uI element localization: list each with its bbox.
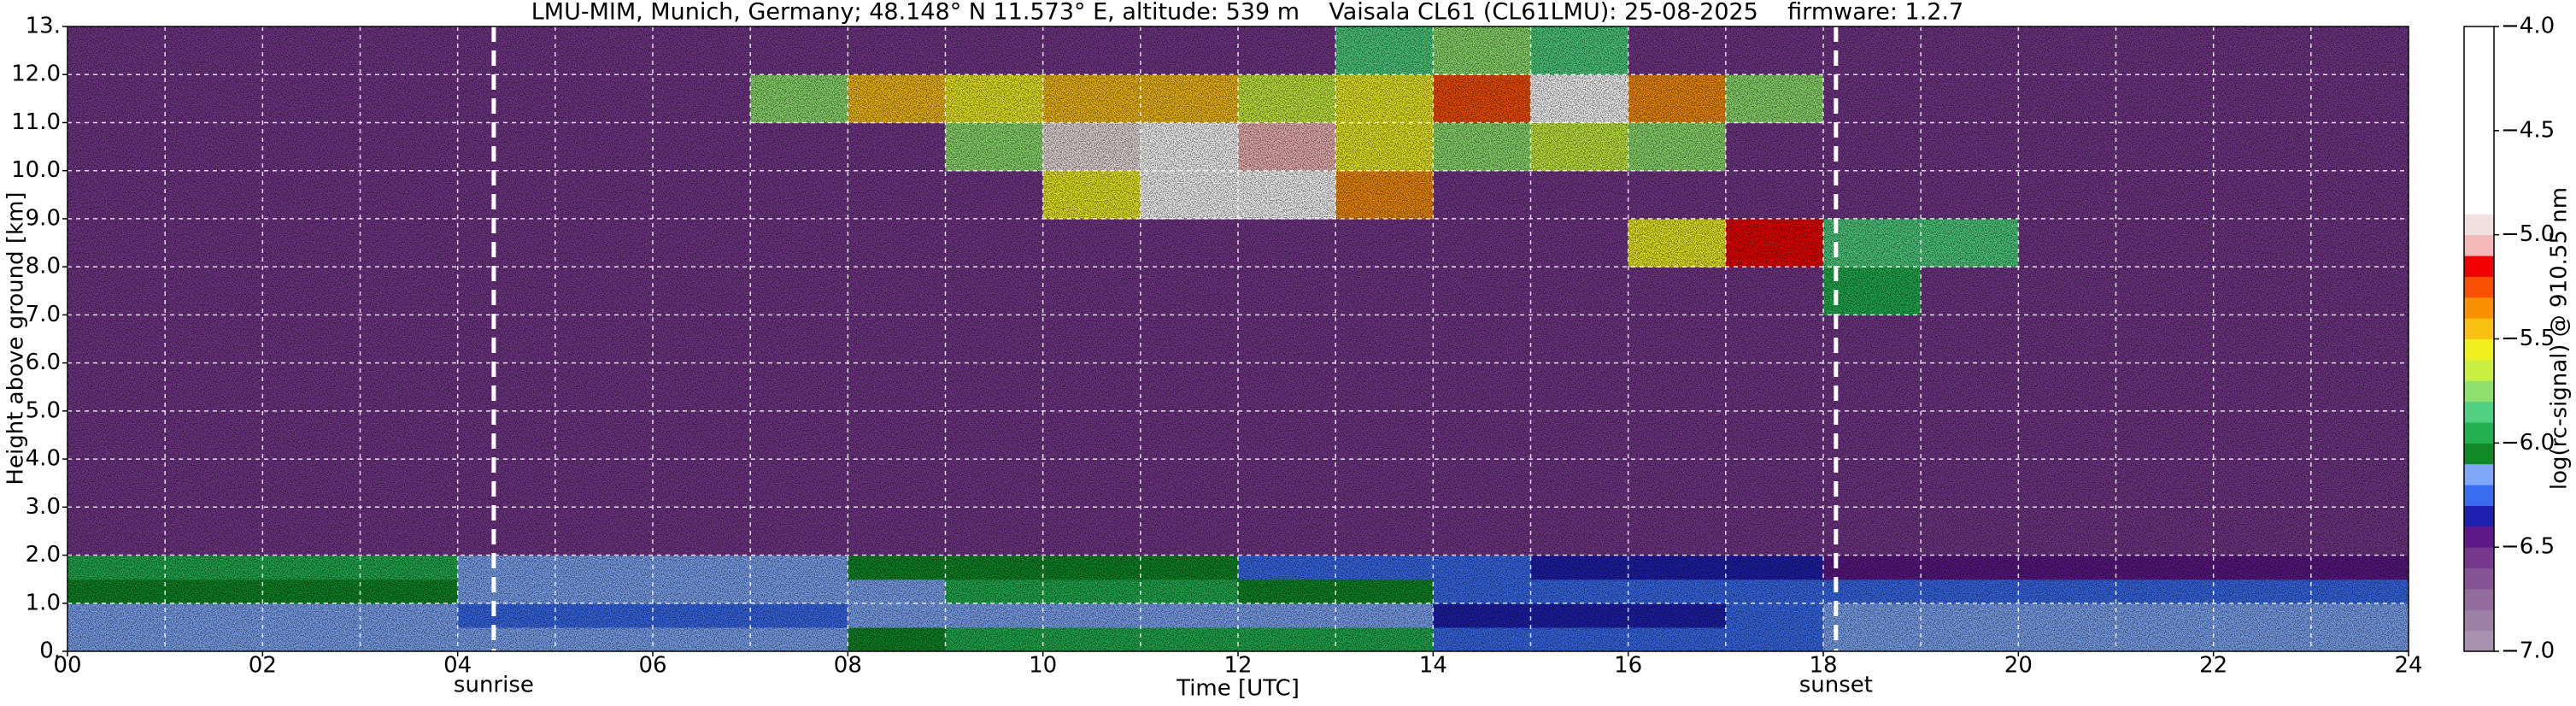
colorbar-band	[2464, 630, 2494, 652]
colorbar-band	[2464, 276, 2494, 298]
y-tick-label: 8.0	[26, 254, 61, 279]
y-tick-label: 7.0	[26, 302, 61, 327]
colorbar-band	[2464, 588, 2494, 610]
x-tick-label: 14	[1419, 653, 1447, 679]
x-tick-label: 00	[53, 653, 81, 679]
x-tick-label: 18	[1809, 653, 1837, 679]
colorbar-band	[2464, 463, 2494, 485]
colorbar-band	[2464, 505, 2494, 527]
x-tick-label: 22	[2199, 653, 2227, 679]
y-axis-label: Height above ground [km]	[3, 191, 29, 485]
y-tick-label: 2.0	[26, 542, 61, 568]
colorbar-tick-label: −4.0	[2501, 14, 2555, 39]
y-tick-label: 0.	[39, 638, 61, 664]
colorbar-band	[2464, 26, 2494, 215]
colorbar-band	[2464, 443, 2494, 465]
colorbar-band	[2464, 485, 2494, 506]
colorbar-tick-label: −5.0	[2501, 221, 2555, 247]
x-tick-label: 20	[2004, 653, 2033, 679]
y-tick-label: 11.0	[11, 109, 61, 135]
x-tick-label: 04	[443, 653, 472, 679]
y-tick-label: 1.0	[26, 590, 61, 615]
colorbar-tick-label: −7.0	[2501, 638, 2555, 664]
colorbar-band	[2464, 256, 2494, 277]
chart-title: LMU-MIM, Munich, Germany; 48.148° N 11.5…	[531, 0, 1964, 26]
colorbar: −4.0 −4.5 −5.0 −5.5 −6.0 −6.5 −7.0	[2463, 14, 2555, 664]
y-tick-label: 3.0	[26, 494, 61, 520]
colorbar-band	[2464, 568, 2494, 590]
y-tick-label: 13.	[26, 14, 61, 39]
plot-frame	[67, 26, 2409, 652]
sun-event-label: sunrise	[454, 673, 534, 698]
y-tick-label: 12.0	[11, 62, 61, 87]
colorbar-band	[2464, 526, 2494, 548]
x-tick-label: 16	[1614, 653, 1642, 679]
y-tick-label: 10.0	[11, 157, 61, 183]
colorbar-band	[2464, 359, 2494, 381]
colorbar-band	[2464, 297, 2494, 319]
x-tick-label: 12	[1223, 653, 1252, 679]
y-tick-label: 4.0	[26, 446, 61, 472]
x-tick-label: 02	[249, 653, 277, 679]
colorbar-tick-label: −4.5	[2501, 117, 2555, 143]
colorbar-band	[2464, 421, 2494, 444]
sun-event-label: sunset	[1799, 673, 1873, 698]
y-tick-label: 6.0	[26, 350, 61, 375]
colorbar-band	[2464, 380, 2494, 403]
colorbar-band	[2464, 318, 2494, 339]
colorbar-band	[2464, 214, 2494, 236]
colorbar-band	[2464, 609, 2494, 632]
x-tick-label: 08	[834, 653, 862, 679]
colorbar-band	[2464, 401, 2494, 423]
colorbar-label: log(rc-signal) @ 910.55 nm	[2547, 187, 2573, 490]
colorbar-band	[2464, 234, 2494, 256]
y-tick-label: 9.0	[26, 205, 61, 231]
x-tick-label: 06	[638, 653, 666, 679]
x-tick-label: 24	[2394, 653, 2422, 679]
x-tick-label: 10	[1029, 653, 1057, 679]
colorbar-tick-label: −6.5	[2501, 534, 2555, 560]
colorbar-band	[2464, 338, 2494, 361]
colorbar-tick-label: −6.0	[2501, 430, 2555, 456]
colorbar-band	[2464, 547, 2494, 569]
colorbar-tick-label: −5.5	[2501, 326, 2555, 351]
y-tick-label: 5.0	[26, 397, 61, 423]
x-axis-label: Time [UTC]	[1176, 676, 1300, 702]
